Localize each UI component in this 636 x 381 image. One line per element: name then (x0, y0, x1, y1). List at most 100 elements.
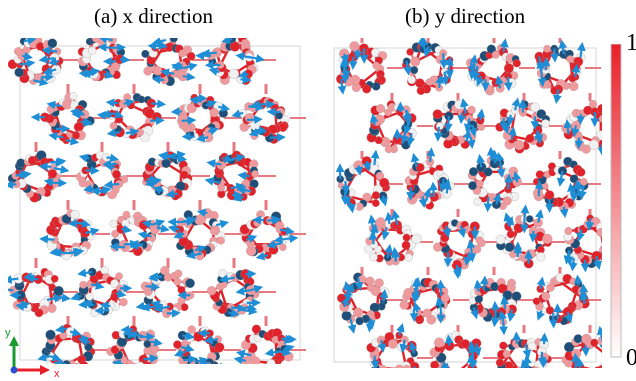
cage (207, 258, 276, 318)
displacement-arrow (444, 334, 454, 346)
atom (476, 179, 484, 188)
displacement-arrow (370, 149, 380, 166)
displacement-arrow (205, 100, 218, 109)
displacement-arrow (403, 123, 412, 136)
atom (123, 93, 132, 102)
displacement-arrow (410, 152, 420, 168)
atom (506, 230, 515, 239)
displacement-arrow (534, 180, 544, 197)
displacement-arrow (473, 279, 483, 292)
atom (376, 104, 386, 114)
atom (541, 119, 550, 128)
displacement-arrow (8, 180, 17, 189)
panel-a-title: (a) x direction (94, 4, 213, 28)
atom (388, 339, 398, 349)
displacement-arrow (269, 133, 286, 142)
cage (75, 142, 144, 200)
atom (173, 340, 182, 349)
atom (576, 167, 586, 177)
atom (597, 103, 602, 114)
displacement-arrow (369, 113, 379, 126)
cage (532, 267, 601, 329)
atom (525, 215, 534, 223)
displacement-arrow (68, 248, 83, 257)
displacement-arrow (347, 318, 357, 334)
framework (8, 38, 306, 364)
atom (569, 81, 579, 92)
displacement-arrow (248, 54, 265, 63)
atom (513, 139, 525, 151)
displacement-arrow (53, 359, 67, 364)
cage (167, 200, 242, 261)
displacement-arrow (69, 107, 84, 117)
displacement-arrow (467, 251, 477, 263)
atom (541, 291, 551, 301)
atom (432, 109, 443, 120)
atom (396, 341, 407, 352)
atom (169, 38, 178, 43)
atom (14, 47, 23, 56)
displacement-arrow (54, 324, 68, 334)
displacement-arrow (171, 61, 183, 70)
displacement-arrow (575, 357, 585, 368)
displacement-arrow (85, 227, 100, 236)
displacement-arrow (567, 182, 576, 198)
displacement-arrow (417, 38, 426, 47)
atom (119, 298, 128, 307)
displacement-arrow (173, 154, 188, 163)
atom (491, 50, 500, 59)
displacement-arrow (340, 295, 350, 308)
displacement-arrow (121, 224, 133, 234)
atom (596, 228, 602, 237)
cage (142, 142, 210, 201)
atom (422, 308, 432, 318)
displacement-arrow (512, 170, 521, 183)
atom (115, 115, 124, 124)
displacement-arrow (90, 281, 105, 290)
displacement-arrow (182, 72, 196, 82)
displacement-arrow (472, 343, 482, 357)
displacement-arrow (281, 335, 294, 344)
cage (534, 38, 601, 104)
displacement-arrow (362, 160, 372, 172)
cage (336, 38, 403, 95)
displacement-arrow (579, 288, 588, 299)
displacement-arrow (433, 126, 443, 142)
displacement-arrow (534, 130, 544, 144)
atom (84, 343, 93, 352)
displacement-arrow (111, 359, 124, 364)
atom (174, 269, 183, 278)
atom (186, 52, 196, 61)
atom (79, 280, 88, 289)
displacement-arrow (250, 100, 262, 109)
cage (109, 200, 176, 257)
atom (371, 199, 380, 208)
displacement-arrow (573, 274, 583, 286)
atom (375, 114, 385, 125)
displacement-arrow (384, 243, 393, 258)
displacement-arrow (237, 171, 251, 181)
atom (404, 253, 413, 262)
cage (466, 38, 535, 96)
panel-b-structure (333, 38, 602, 368)
atom (411, 233, 422, 244)
atom (210, 227, 218, 236)
atom (530, 102, 540, 113)
y-axis-label: y (5, 327, 11, 339)
displacement-arrow (494, 75, 504, 89)
displacement-arrow (53, 165, 70, 174)
atom (364, 244, 373, 254)
displacement-arrow (52, 248, 69, 258)
displacement-arrow (467, 62, 476, 74)
displacement-arrow (143, 354, 159, 363)
atom (251, 170, 259, 178)
displacement-arrow (559, 206, 569, 219)
displacement-arrow (152, 219, 166, 228)
atom (53, 285, 64, 297)
atom (141, 49, 150, 58)
cage (335, 149, 403, 214)
displacement-arrow (504, 76, 513, 92)
atom (50, 274, 59, 283)
displacement-arrow (367, 214, 377, 229)
displacement-arrow (204, 177, 221, 186)
